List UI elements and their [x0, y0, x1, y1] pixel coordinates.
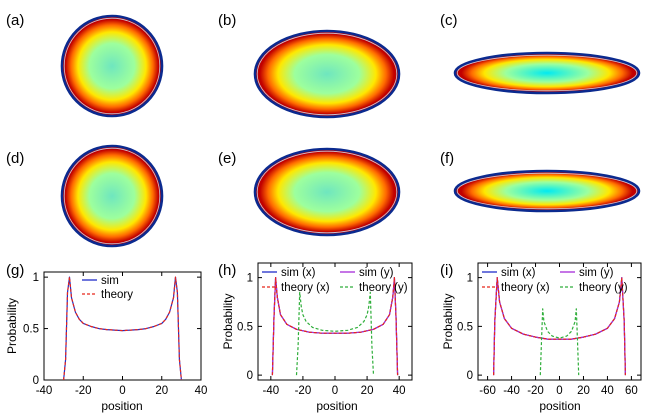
- line-chart-panel: (g) -40 -20 0 20 40 0 0.5 1 position Probability si…: [5, 262, 207, 413]
- legend-label: sim (x): [501, 267, 536, 279]
- panel-label: (h): [218, 262, 236, 279]
- legend-label: sim: [101, 275, 119, 287]
- panel-label: (a): [6, 12, 24, 29]
- heatmap-inner-ring: [456, 172, 638, 210]
- panel-label: (e): [218, 150, 236, 167]
- y-tick-label: 0: [33, 375, 39, 387]
- legend-label: sim (y): [579, 267, 614, 279]
- panel-label: (b): [218, 12, 236, 29]
- legend-label: theory (x): [281, 282, 330, 294]
- x-tick-label: -40: [36, 385, 53, 397]
- heatmap-ellipse: [453, 51, 641, 95]
- heatmap-ellipse: [453, 169, 641, 213]
- panel-label: (g): [6, 262, 24, 279]
- y-axis-label: Probability: [221, 293, 235, 349]
- panel-label: (f): [440, 150, 454, 167]
- y-tick-label: 0.5: [23, 324, 39, 336]
- x-tick-label: 0: [332, 385, 338, 397]
- x-axis-label: position: [316, 399, 357, 413]
- x-tick-label: 40: [393, 385, 406, 397]
- x-tick-label: 20: [577, 385, 590, 397]
- line-chart-panels: (g) -40 -20 0 20 40 0 0.5 1 position Probability si…: [5, 262, 642, 413]
- legend-label: theory (y): [579, 282, 628, 294]
- plot-frame: [477, 262, 642, 381]
- y-axis-label: Probability: [441, 293, 455, 349]
- series-line: [295, 291, 375, 376]
- heatmap-panel: (c): [440, 12, 641, 95]
- x-tick-label: -60: [479, 385, 496, 397]
- legend-label: sim (x): [281, 267, 316, 279]
- y-tick-label: 0: [247, 370, 253, 382]
- x-tick-label: 20: [155, 385, 168, 397]
- legend-label: sim (y): [359, 267, 394, 279]
- heatmap-inner-ring: [63, 147, 161, 245]
- series-line: [539, 308, 580, 376]
- heatmap-panel: (a): [6, 12, 164, 118]
- series-line: [271, 277, 399, 376]
- x-tick-label: -20: [75, 385, 92, 397]
- heatmap-inner-ring: [456, 54, 638, 92]
- x-tick-label: -20: [527, 385, 544, 397]
- x-tick-label: 40: [195, 385, 208, 397]
- heatmap-ellipse: [253, 147, 401, 237]
- heatmap-panel: (b): [218, 12, 401, 119]
- heatmap-inner-ring: [63, 17, 161, 115]
- line-chart-panel: (i) -60 -40 -20 0 20 40 60 0 0.5 1 position Probabil…: [440, 262, 642, 413]
- y-tick-label: 1: [467, 273, 473, 285]
- heatmap-inner-ring: [256, 150, 398, 234]
- plot-frame: [257, 262, 413, 381]
- y-tick-label: 1: [247, 273, 253, 285]
- x-axis-label: position: [539, 399, 580, 413]
- series-line: [493, 277, 626, 376]
- x-tick-label: 0: [556, 385, 562, 397]
- legend-label: theory: [101, 289, 133, 301]
- x-tick-label: 60: [625, 385, 638, 397]
- heatmap-panel: (f): [440, 150, 641, 213]
- panel-label: (d): [6, 150, 24, 167]
- series-line: [63, 276, 182, 381]
- x-tick-label: -20: [295, 385, 312, 397]
- y-tick-label: 0.5: [237, 321, 253, 333]
- heatmap-panel: (d): [6, 144, 164, 248]
- x-tick-label: 40: [601, 385, 614, 397]
- x-tick-label: 20: [361, 385, 374, 397]
- legend-label: theory (y): [359, 282, 408, 294]
- heatmap-panel: (e): [218, 147, 401, 237]
- heatmap-ellipse: [60, 144, 164, 248]
- legend-label: theory (x): [501, 282, 550, 294]
- heatmap-panels: (a) (b) (c) (d) (e) (f): [6, 12, 641, 248]
- y-tick-label: 0.5: [457, 321, 473, 333]
- x-tick-label: 0: [119, 385, 125, 397]
- x-axis-label: position: [101, 399, 142, 413]
- heatmap-ellipse: [253, 29, 401, 119]
- x-tick-label: -40: [503, 385, 520, 397]
- x-tick-label: -40: [263, 385, 280, 397]
- panel-label: (i): [440, 262, 453, 279]
- line-chart-panel: (h) -40 -20 0 20 40 0 0.5 1 position Probability si…: [218, 262, 413, 413]
- heatmap-inner-ring: [256, 32, 398, 116]
- heatmap-ellipse: [60, 14, 164, 118]
- y-tick-label: 1: [33, 272, 39, 284]
- y-tick-label: 0: [467, 370, 473, 382]
- y-axis-label: Probability: [5, 298, 19, 354]
- panel-label: (c): [440, 12, 458, 29]
